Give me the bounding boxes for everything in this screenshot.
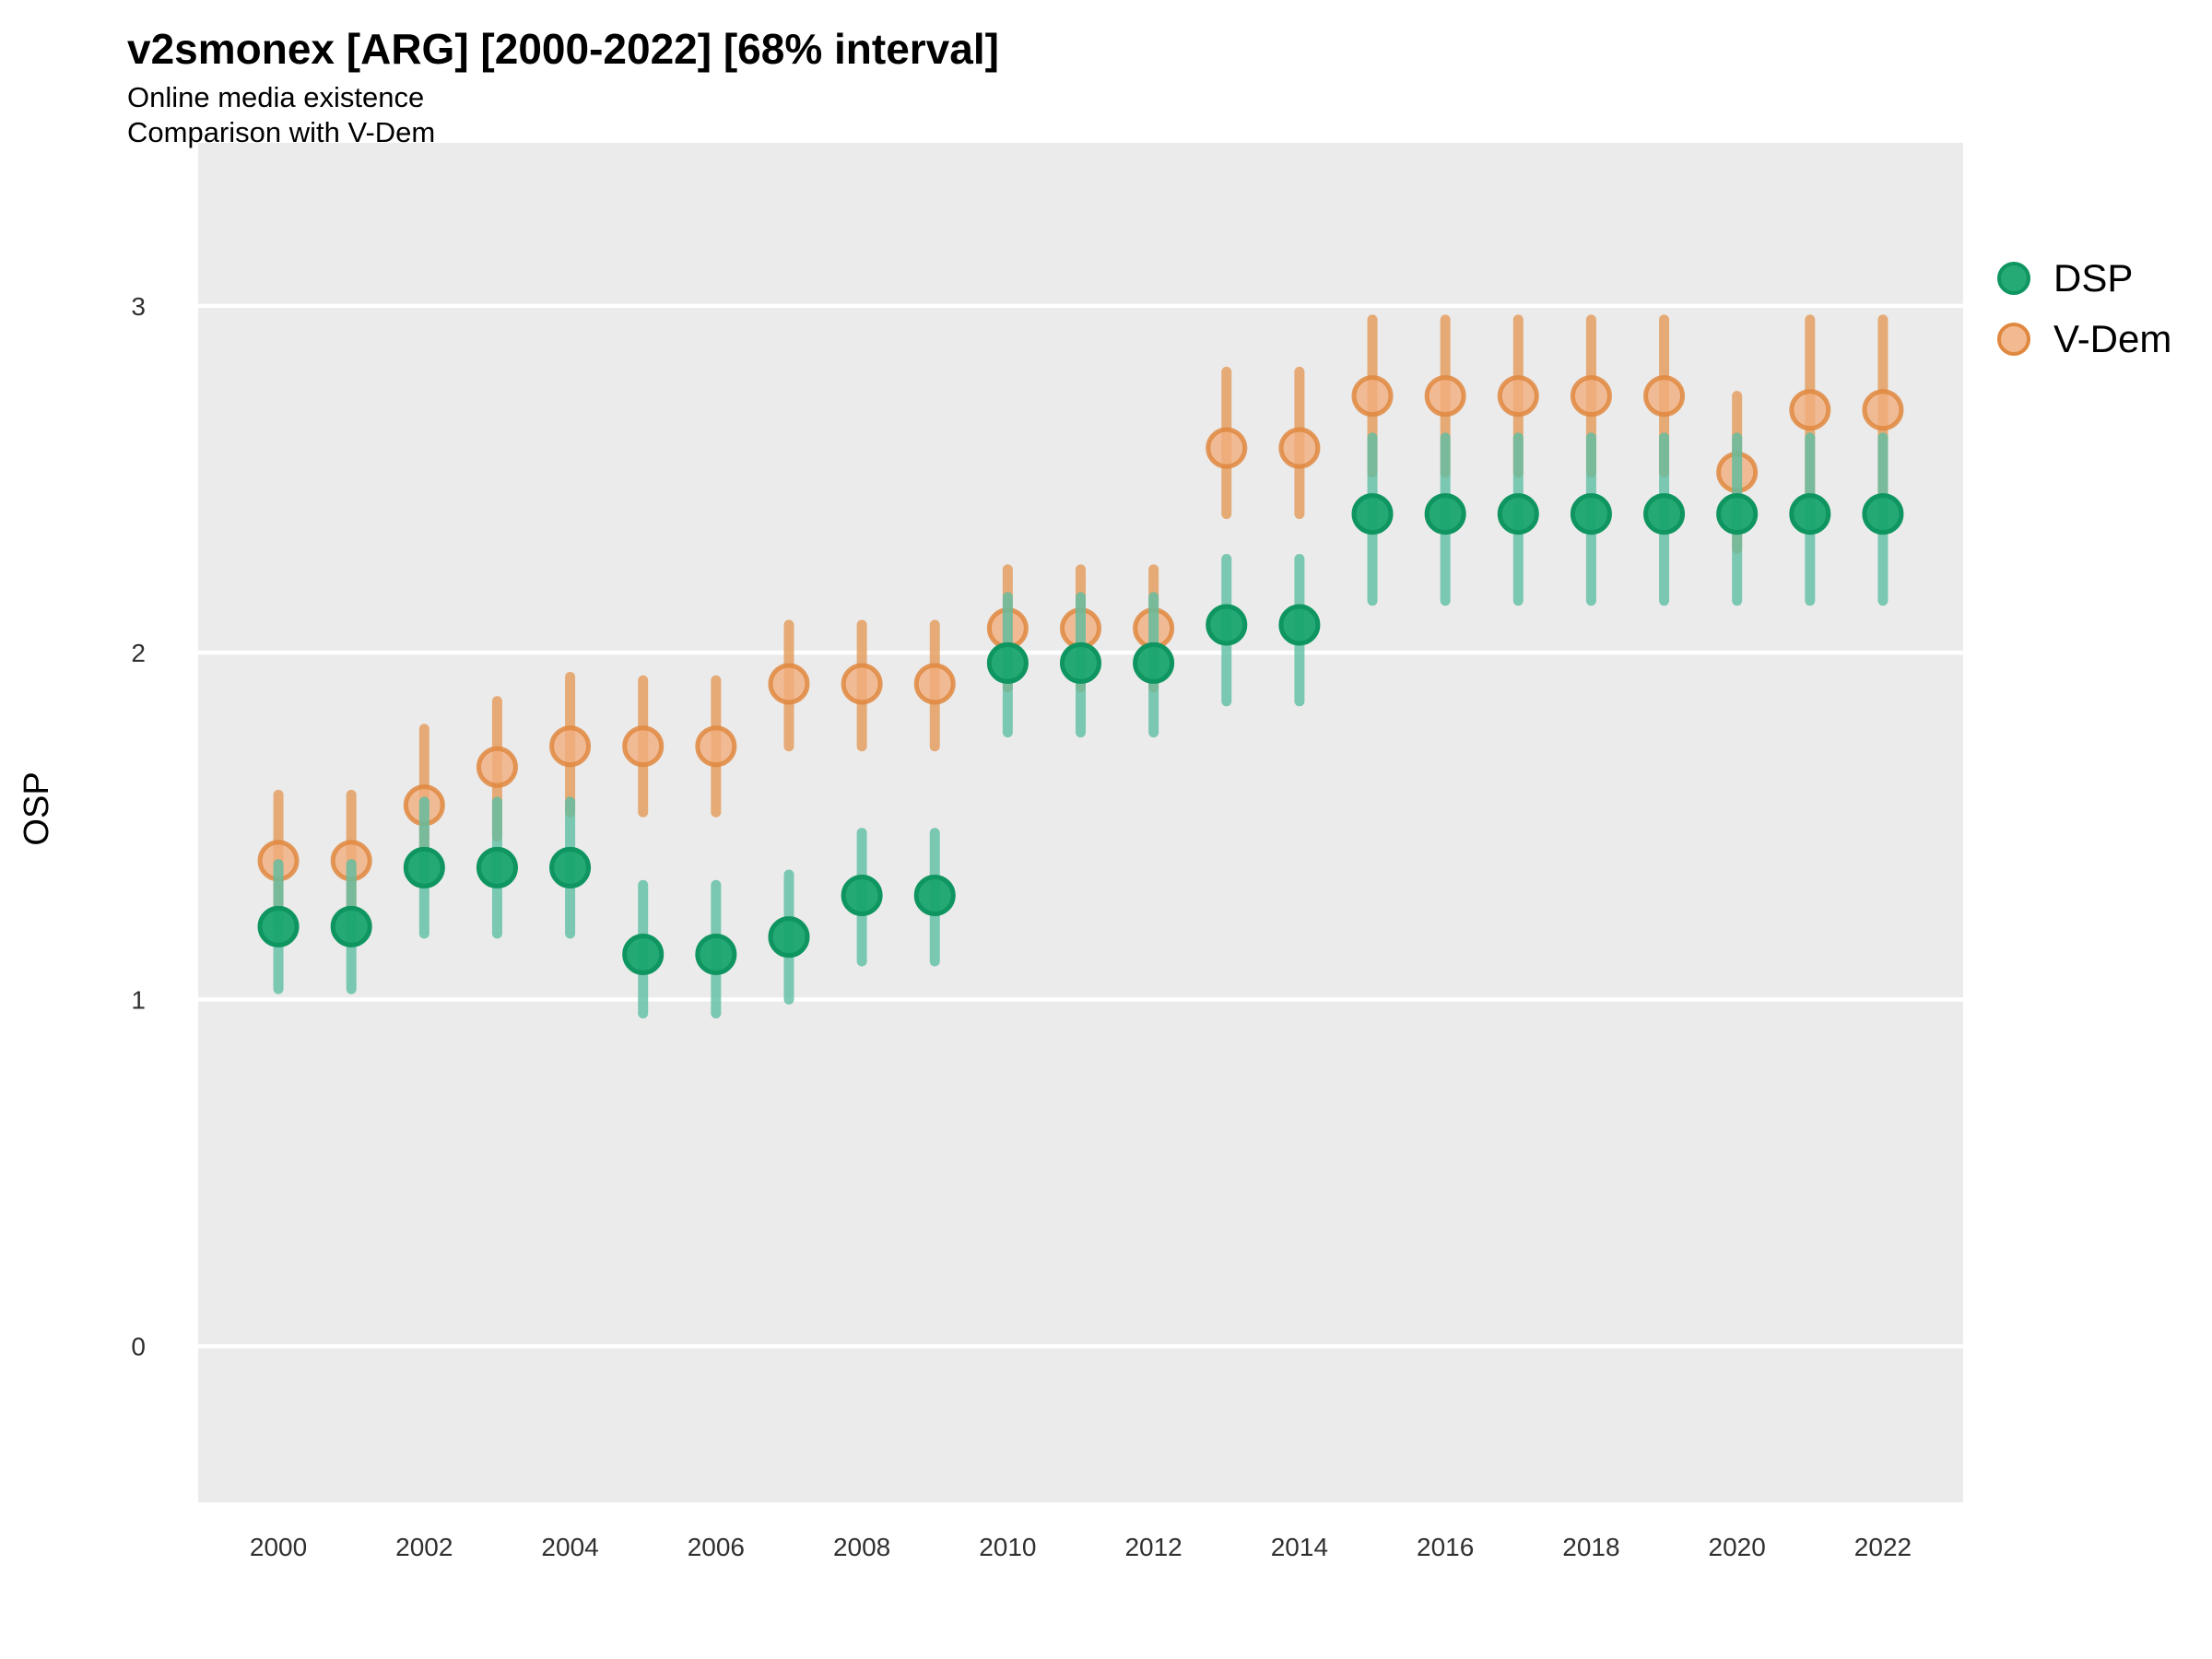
point-dsp-2000 [257, 905, 300, 947]
point-dsp-2001 [330, 905, 372, 947]
x-tick-label-2002: 2002 [395, 1533, 453, 1561]
point-dsp-2009 [913, 875, 956, 917]
point-dsp-2010 [986, 641, 1029, 684]
point-dsp-2012 [1133, 641, 1175, 684]
point-vdem-2008 [841, 663, 883, 705]
point-vdem-2003 [476, 746, 518, 788]
point-dsp-2002 [403, 846, 445, 888]
legend-label-dsp: DSP [2053, 256, 2133, 300]
point-vdem-2009 [913, 663, 956, 705]
point-vdem-2015 [1351, 375, 1394, 418]
point-dsp-2022 [1862, 493, 1904, 535]
x-tick-label-2020: 2020 [1709, 1533, 1766, 1561]
point-dsp-2013 [1206, 604, 1248, 646]
point-dsp-2018 [1570, 493, 1612, 535]
point-vdem-2007 [768, 663, 810, 705]
point-vdem-2019 [1643, 375, 1686, 418]
chart-subtitle-line1: Online media existence [127, 81, 425, 113]
x-tick-label-2000: 2000 [250, 1533, 307, 1561]
point-dsp-2007 [768, 916, 810, 959]
legend-label-v-dem: V-Dem [2053, 317, 2171, 360]
x-tick-label-2006: 2006 [688, 1533, 745, 1561]
x-tick-label-2016: 2016 [1417, 1533, 1474, 1561]
x-tick-label-2008: 2008 [833, 1533, 890, 1561]
y-tick-label-2: 2 [131, 639, 146, 667]
plot-panel [198, 143, 1963, 1502]
point-vdem-2013 [1206, 427, 1248, 469]
point-vdem-2004 [549, 725, 592, 768]
point-vdem-2021 [1789, 389, 1831, 431]
legend-dot-v-dem [1997, 323, 2030, 356]
point-vdem-2006 [695, 725, 737, 768]
point-vdem-2022 [1862, 389, 1904, 431]
x-tick-label-2010: 2010 [979, 1533, 1036, 1561]
legend-dot-dsp [1997, 262, 2030, 295]
x-tick-label-2022: 2022 [1854, 1533, 1912, 1561]
point-dsp-2008 [841, 875, 883, 917]
y-tick-label-0: 0 [131, 1333, 146, 1361]
y-tick-label-3: 3 [131, 292, 146, 321]
point-dsp-2003 [476, 846, 518, 888]
point-dsp-2015 [1351, 493, 1394, 535]
point-dsp-2017 [1497, 493, 1539, 535]
y-axis-title: OSP [18, 771, 56, 845]
point-dsp-2011 [1060, 641, 1101, 684]
point-vdem-2014 [1278, 427, 1321, 469]
point-dsp-2006 [695, 933, 737, 975]
point-dsp-2020 [1716, 493, 1759, 535]
point-dsp-2019 [1643, 493, 1686, 535]
x-tick-label-2012: 2012 [1124, 1533, 1182, 1561]
point-vdem-2016 [1424, 375, 1466, 418]
chart-subtitle-line2: Comparison with V-Dem [127, 116, 436, 148]
point-dsp-2016 [1424, 493, 1466, 535]
x-tick-label-2014: 2014 [1271, 1533, 1328, 1561]
point-vdem-2018 [1570, 375, 1612, 418]
point-vdem-2017 [1497, 375, 1539, 418]
point-dsp-2005 [622, 933, 665, 975]
chart-title: v2smonex [ARG] [2000-2022] [68% interval… [127, 25, 999, 73]
y-tick-label-1: 1 [131, 985, 146, 1014]
point-dsp-2021 [1789, 493, 1831, 535]
x-tick-label-2018: 2018 [1562, 1533, 1619, 1561]
x-tick-label-2004: 2004 [541, 1533, 598, 1561]
point-vdem-2005 [622, 725, 665, 768]
point-dsp-2004 [549, 846, 592, 888]
point-dsp-2014 [1278, 604, 1321, 646]
